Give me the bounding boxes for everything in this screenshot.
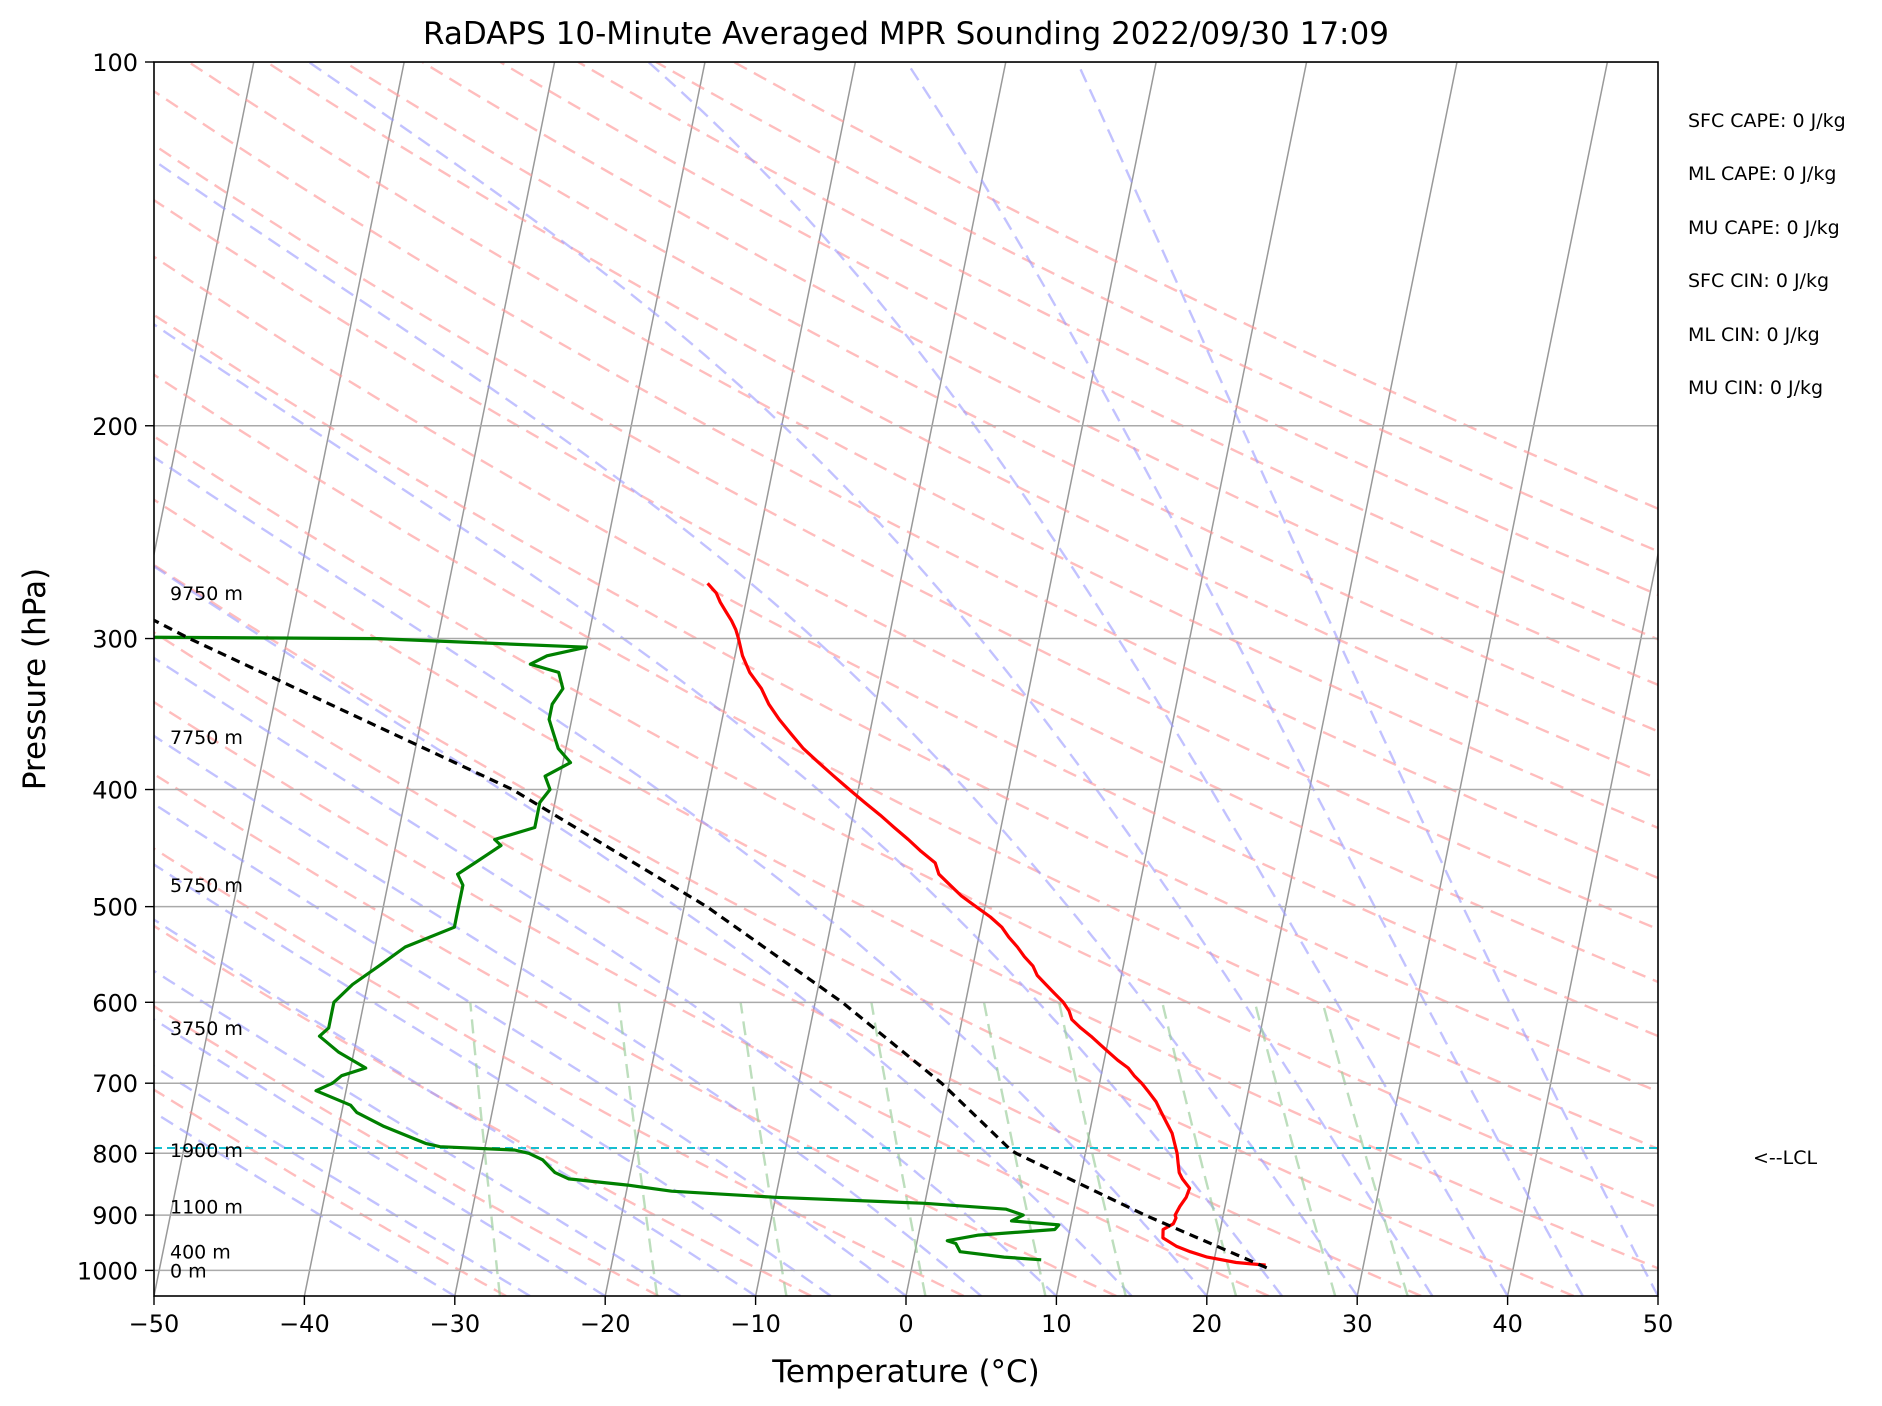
y-tick-label: 100 [92,49,138,77]
y-tick-label: 400 [92,777,138,805]
dry-adiabat-line [154,630,1422,1296]
dry-adiabat-line [154,772,1117,1296]
y-tick-label: 900 [92,1202,138,1230]
background-lines [154,62,1658,1296]
moist-adiabat-line [154,969,682,1296]
isotherm-line [1356,62,1609,1296]
y-tick-label: 800 [92,1140,138,1168]
moist-adiabat-line [1076,62,1658,1296]
mixing-ratio-line [617,1002,659,1296]
moist-adiabat-line [154,656,1058,1296]
x-tick-label: −20 [580,1310,631,1338]
moist-adiabat-line [154,564,1133,1296]
dry-adiabat-line [154,498,1658,1270]
dry-adiabat-line [154,313,1658,1093]
dry-adiabat-line [154,563,1575,1296]
x-tick-label: 30 [1342,1310,1373,1338]
temperature-trace [706,582,1266,1267]
moist-adiabat-line [154,1018,606,1296]
moist-adiabat-line [154,918,757,1296]
isotherm-line [1206,62,1458,1296]
moist-adiabat-line [905,62,1584,1296]
sfc-cin: SFC CIN: 0 J/kg [1688,270,1830,292]
isotherm-line [1055,62,1308,1296]
dry-adiabat-line [265,62,1658,781]
dewpoint-trace [154,635,1061,1262]
x-tick-label: −50 [129,1310,180,1338]
dry-adiabat-line [499,62,1658,641]
x-tick-label: 20 [1192,1310,1223,1338]
mu-cin: MU CIN: 0 J/kg [1688,377,1824,399]
x-axis-label: Temperature (°C) [771,1354,1040,1390]
dry-adiabat-line [154,434,1658,1209]
isotherm-line [454,62,706,1296]
isotherm-line [604,62,857,1296]
lcl-label: <--LCL [1753,1147,1817,1169]
height-label: 7750 m [170,727,243,749]
y-tick-label: 200 [92,413,138,441]
y-axis: 100 200 300 400 500 600 700 800 900 1000 [77,49,154,1285]
height-label: 5750 m [170,875,243,897]
mixing-ratio-line [469,1002,502,1296]
parcel-profile-trace [154,618,1268,1270]
height-label: 1100 m [170,1196,243,1218]
x-tick-label: −10 [730,1310,781,1338]
y-axis-label: Pressure (hPa) [17,568,53,790]
mixing-ratio-line [1321,1001,1409,1296]
height-label: 0 m [170,1260,207,1282]
chart-title: RaDAPS 10-Minute Averaged MPR Sounding 2… [423,16,1389,52]
isotherm-line [1657,1292,1658,1296]
dry-adiabat-line [154,1004,660,1296]
dry-adiabat-line [421,62,1658,687]
x-tick-label: 10 [1041,1310,1072,1338]
isotherm-line [303,62,556,1296]
x-axis: −50 −40 −30 −20 −10 0 10 20 30 40 50 [129,1296,1674,1338]
moist-adiabat-line [154,1110,456,1296]
y-tick-label: 700 [92,1070,138,1098]
pressure-gridlines [154,62,1658,1272]
dry-adiabat-line [154,143,1658,931]
moist-adiabat-line [154,159,1359,1296]
dry-adiabat-line [577,62,1658,597]
height-label: 3750 m [170,1018,243,1040]
y-tick-label: 500 [92,894,138,922]
x-tick-label: 50 [1643,1310,1674,1338]
x-tick-label: −40 [279,1310,330,1338]
isotherm-line [154,62,255,558]
y-tick-label: 300 [92,626,138,654]
x-tick-label: 40 [1492,1310,1523,1338]
dry-adiabat-line [154,373,1658,1151]
dry-adiabat-line [154,255,1658,1038]
dry-adiabat-line [343,62,1658,733]
dry-adiabat-line [154,924,812,1296]
height-label: 400 m [170,1242,231,1264]
height-label: 1900 m [170,1140,243,1162]
dry-adiabat-line [154,700,1270,1296]
isotherm-line [1506,550,1658,1296]
dry-adiabat-line [154,198,1658,984]
sfc-cape: SFC CAPE: 0 J/kg [1688,110,1846,132]
moist-adiabat-line [647,62,1509,1296]
plot-background [154,62,1658,1296]
moist-adiabat-line [154,734,982,1296]
height-label: 9750 m [170,583,243,605]
dry-adiabat-line [154,847,965,1296]
ml-cin: ML CIN: 0 J/kg [1688,324,1820,346]
moist-adiabat-line [154,1064,531,1296]
mu-cape: MU CAPE: 0 J/kg [1688,217,1840,239]
x-tick-label: 0 [898,1310,913,1338]
sounding-traces [154,582,1658,1270]
x-tick-label: −30 [429,1310,480,1338]
y-tick-label: 600 [92,989,138,1017]
y-tick-label: 1000 [77,1257,138,1285]
isotherm-line [754,62,1007,1296]
moist-adiabat-line [154,455,1208,1296]
moist-adiabat-line [308,62,1434,1296]
ml-cape: ML CAPE: 0 J/kg [1688,163,1837,185]
moist-adiabat-line [154,802,907,1296]
